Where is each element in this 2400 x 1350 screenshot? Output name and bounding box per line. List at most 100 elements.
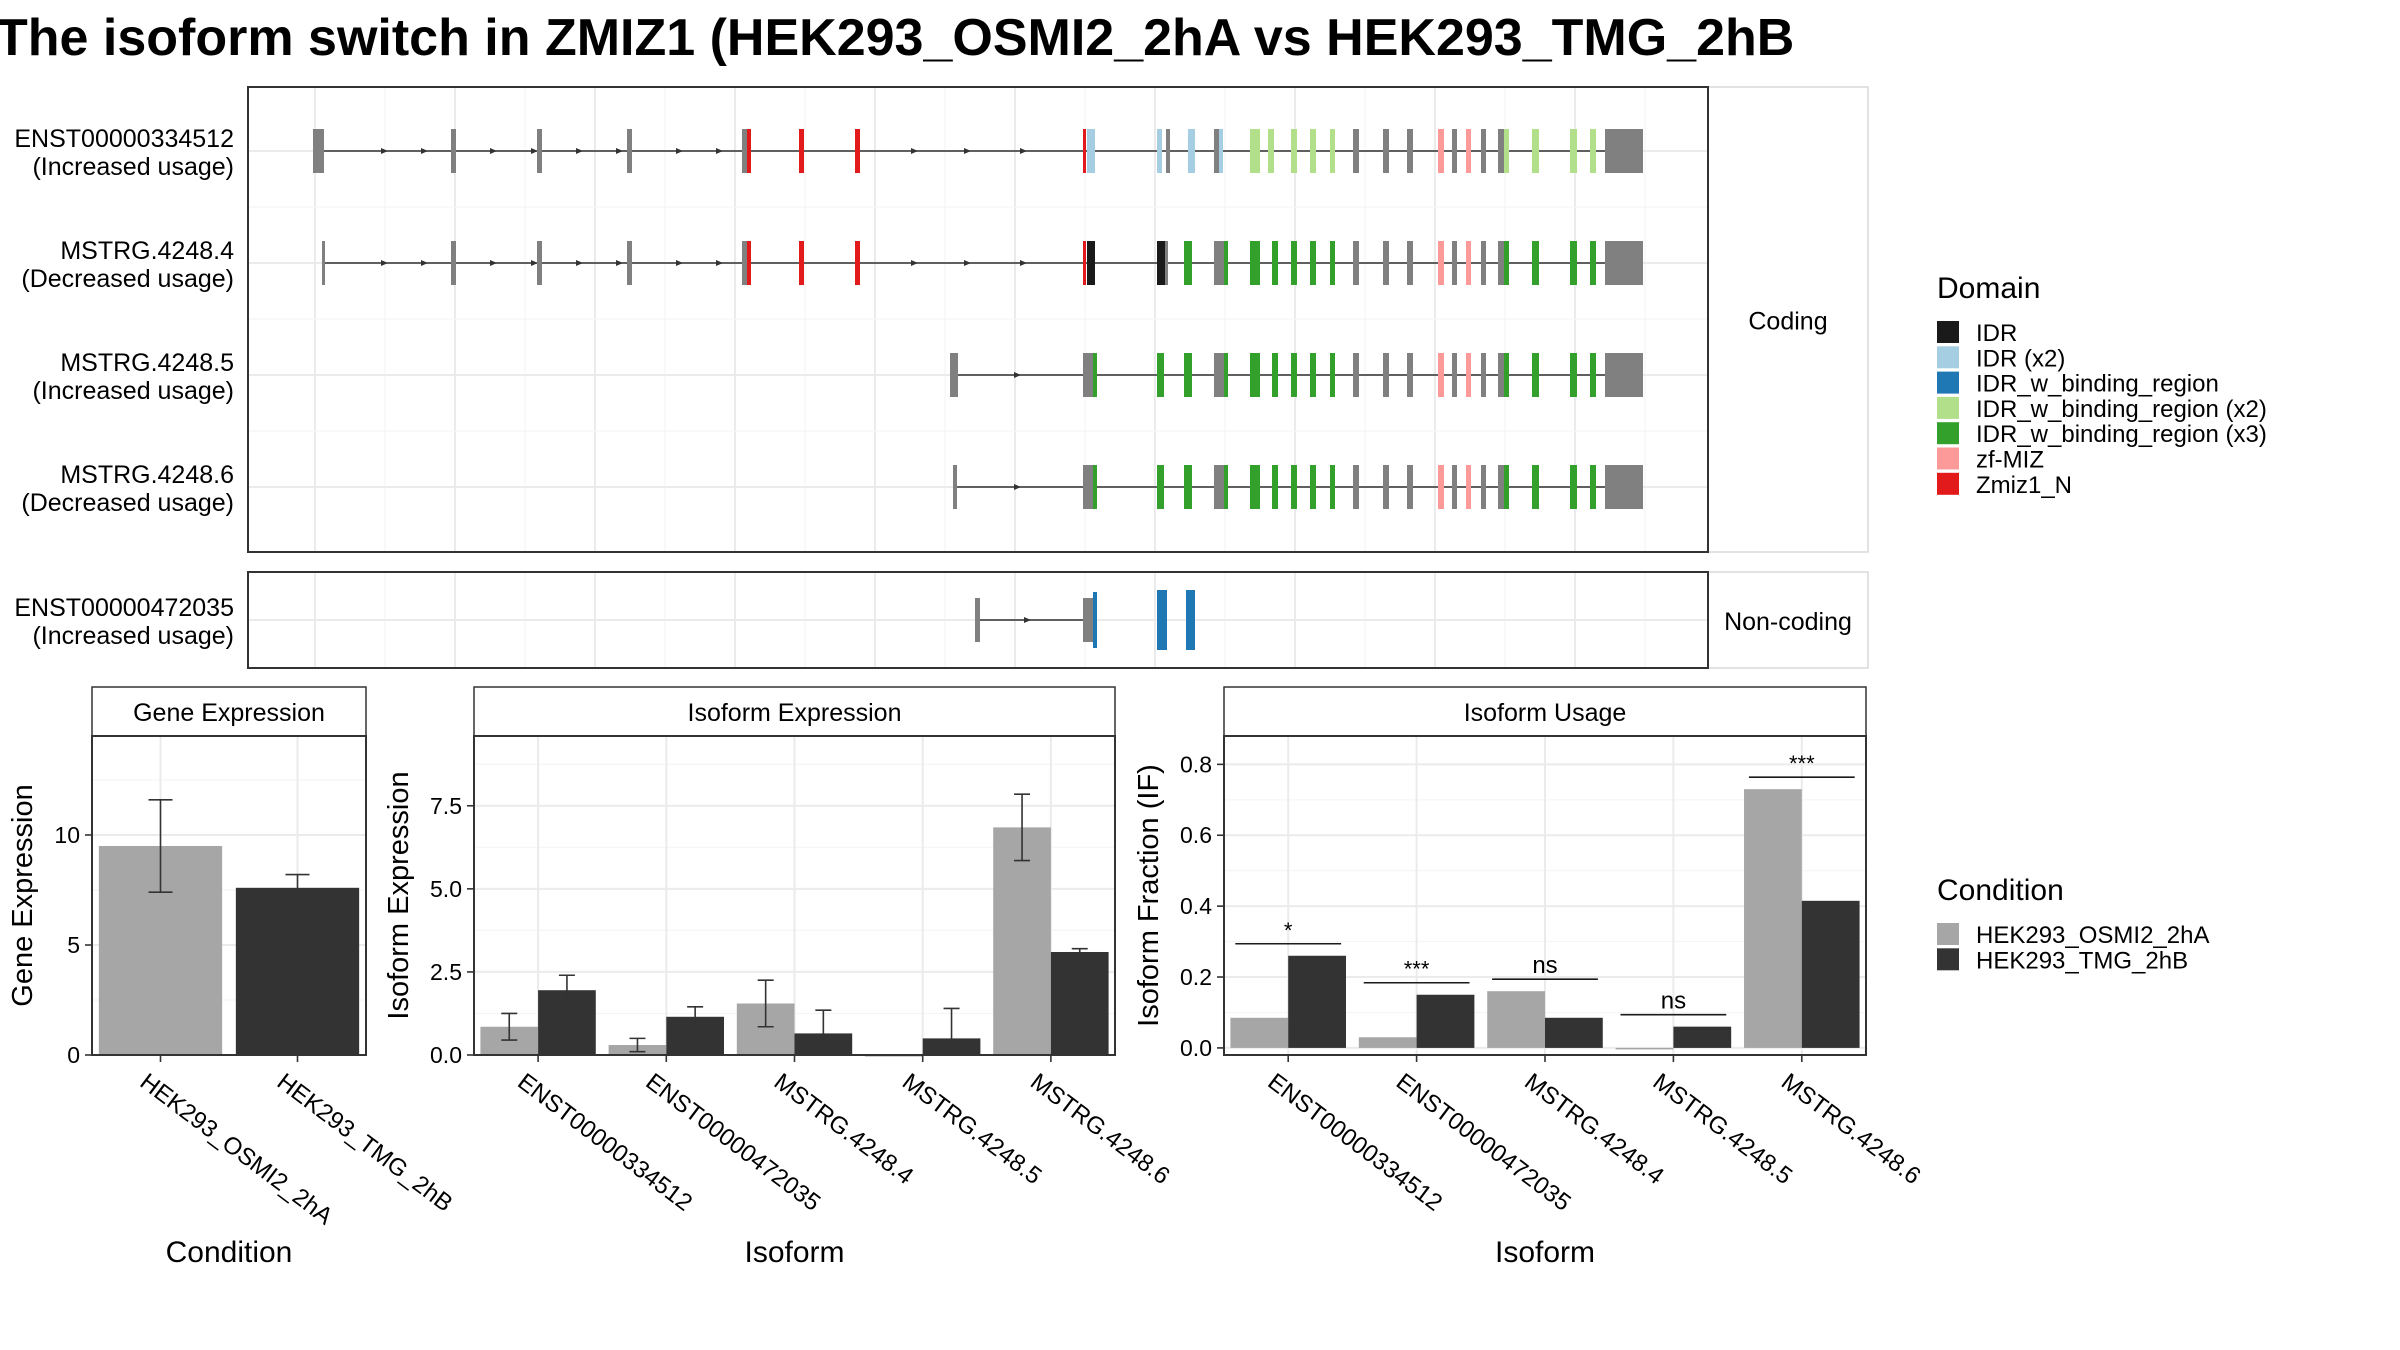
exon (1272, 241, 1278, 285)
y-tick-label: 0.4 (1180, 893, 1212, 919)
exon (1570, 129, 1577, 173)
exon (747, 129, 751, 173)
exon (1310, 465, 1316, 509)
exon (742, 241, 747, 285)
exon (1590, 241, 1596, 285)
exon (1310, 241, 1316, 285)
facet-strip (1223, 686, 1867, 737)
exon (1452, 353, 1457, 397)
exon (1250, 241, 1260, 285)
exon (1272, 353, 1278, 397)
chart-title: Gene Expression (133, 699, 325, 727)
bar (1288, 955, 1346, 1048)
exon (1353, 465, 1359, 509)
exon (1466, 465, 1471, 509)
legend-label: IDR (1976, 320, 2017, 347)
strand-arrow (911, 260, 918, 266)
x-tick-label: MSTRG.4248.6 (1776, 1068, 1925, 1190)
significance-label: *** (1404, 957, 1430, 982)
legend-key (1937, 346, 1959, 369)
y-axis-title: Isoform Expression (383, 771, 415, 1019)
exon (1481, 241, 1486, 285)
x-axis-title: Isoform (744, 1236, 844, 1269)
exon (1083, 465, 1093, 509)
legend-title: Domain (1937, 272, 2040, 305)
y-tick-label: 0.0 (430, 1042, 462, 1068)
exon (855, 129, 860, 173)
bar-charts: Gene Expression0510HEK293_OSMI2_2hAHEK29… (7, 686, 1926, 1269)
exon (1268, 129, 1274, 173)
legend-key (1937, 321, 1959, 343)
x-axis-title: Condition (166, 1236, 293, 1269)
exon (1157, 465, 1164, 509)
transcript-structure-plot: CodingNon-codingENST00000334512(Increase… (14, 86, 1869, 669)
strand-arrow (576, 148, 583, 154)
exon (1083, 241, 1086, 285)
exon (747, 241, 751, 285)
bar (1801, 900, 1860, 1048)
exon (627, 129, 632, 173)
legend-key (1937, 923, 1959, 945)
exon (1407, 465, 1413, 509)
exon (1250, 129, 1260, 173)
exon (1250, 353, 1260, 397)
exon (1093, 592, 1097, 648)
y-axis-title: Isoform Fraction (IF) (1133, 764, 1165, 1027)
exon (1083, 598, 1093, 642)
transcript-usage-label: (Increased usage) (32, 622, 234, 650)
facet-strip-label: Non-coding (1724, 608, 1852, 636)
exon (1157, 241, 1165, 285)
exon (1157, 590, 1167, 650)
exon (1498, 353, 1504, 397)
exon (1157, 353, 1164, 397)
exon (855, 241, 860, 285)
strand-arrow (531, 148, 538, 154)
significance-label: *** (1789, 751, 1815, 776)
strand-arrow (616, 260, 623, 266)
chart-isoform-expression: Isoform Expression0.02.55.07.5ENST000003… (383, 686, 1175, 1269)
exon (950, 353, 958, 397)
exon (1330, 465, 1335, 509)
bar (1545, 1017, 1603, 1048)
exon (1504, 241, 1509, 285)
bar (1744, 789, 1802, 1048)
y-tick-label: 0.2 (1180, 964, 1212, 990)
exon (1291, 241, 1297, 285)
exon (1250, 465, 1260, 509)
transcript-usage-label: (Decreased usage) (21, 489, 234, 517)
figure-title: The isoform switch in ZMIZ1 (HEK293_OSMI… (0, 9, 1794, 67)
strand-arrow (716, 148, 723, 154)
x-tick-label: MSTRG.4248.5 (897, 1068, 1046, 1190)
exon (1532, 353, 1539, 397)
y-tick-label: 5.0 (430, 876, 462, 902)
exon (1605, 129, 1643, 173)
exon (1452, 465, 1457, 509)
exon (1570, 353, 1577, 397)
bar (1615, 1047, 1674, 1050)
exon (537, 129, 542, 173)
exon (1093, 465, 1097, 509)
legend-key (1937, 948, 1959, 971)
exon (1498, 241, 1504, 285)
transcript-usage-label: (Decreased usage) (21, 265, 234, 293)
exon (1504, 465, 1509, 509)
exon (799, 241, 804, 285)
exon (953, 465, 957, 509)
transcript-id-label: MSTRG.4248.4 (60, 237, 234, 265)
exon (1466, 241, 1471, 285)
significance-label: * (1284, 918, 1293, 943)
strand-arrow (1020, 260, 1027, 266)
exon (1214, 241, 1224, 285)
exon (1224, 353, 1228, 397)
exon (1504, 353, 1509, 397)
x-axis-title: Isoform (1495, 1236, 1595, 1269)
strand-arrow (490, 260, 497, 266)
legend-label: IDR (x2) (1976, 345, 2065, 372)
exon (1214, 353, 1224, 397)
strand-arrow (490, 148, 497, 154)
chart-title: Isoform Usage (1464, 699, 1627, 727)
exon (1605, 465, 1643, 509)
exon (1214, 129, 1219, 173)
exon (1481, 465, 1486, 509)
